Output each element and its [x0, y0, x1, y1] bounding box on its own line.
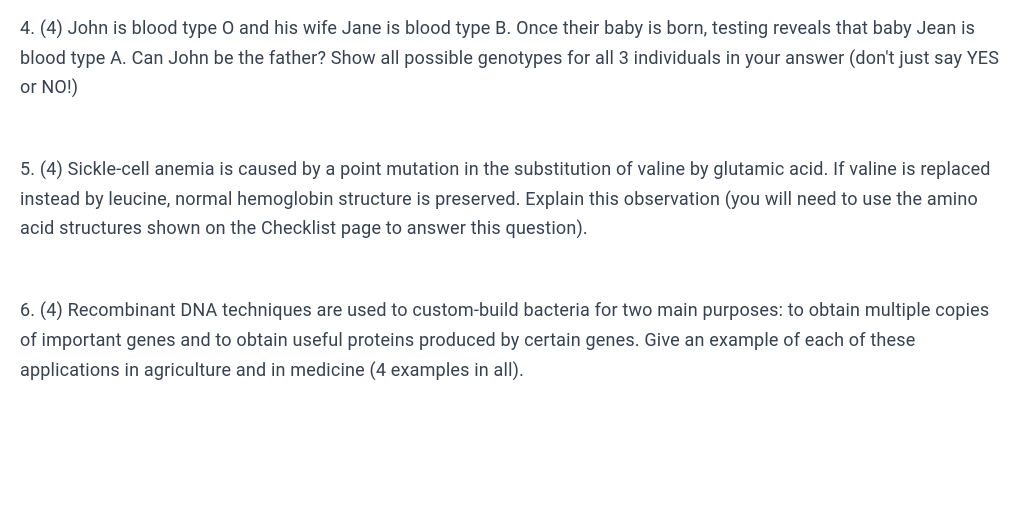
question-5: 5. (4) Sickle-cell anemia is caused by a… [20, 155, 1004, 244]
question-6: 6. (4) Recombinant DNA techniques are us… [20, 296, 1004, 385]
question-4: 4. (4) John is blood type O and his wife… [20, 14, 1004, 103]
